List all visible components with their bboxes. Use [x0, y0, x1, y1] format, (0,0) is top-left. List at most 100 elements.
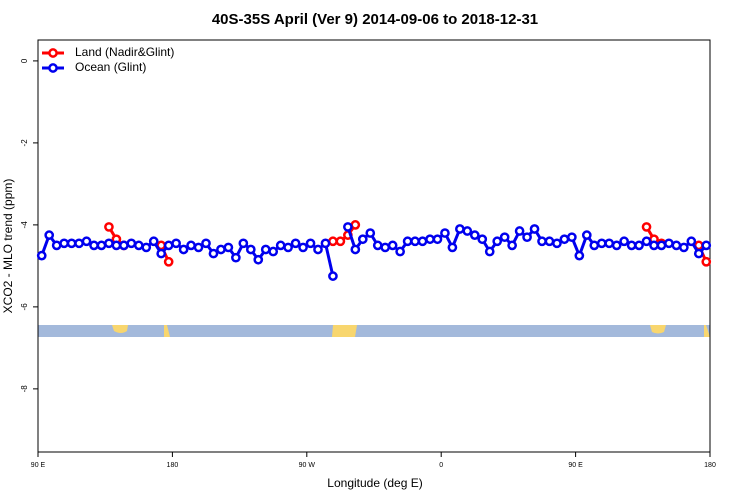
data-point [208, 248, 219, 259]
data-point [193, 242, 204, 253]
data-point [574, 250, 585, 261]
data-point [74, 238, 84, 249]
data-point [701, 240, 712, 251]
data-point [89, 240, 99, 251]
data-point [552, 238, 562, 249]
data-point [365, 228, 376, 238]
data-point [141, 242, 152, 253]
data-point [544, 236, 555, 247]
chart-title: 40S-35S April (Ver 9) 2014-09-06 to 2018… [212, 11, 538, 28]
data-point [559, 234, 570, 245]
data-point [455, 224, 465, 234]
data-point [686, 236, 697, 247]
y-tick-label: -8 [20, 385, 29, 393]
data-point [372, 240, 383, 251]
x-tick-label: 90 W [299, 462, 316, 469]
data-point [357, 234, 368, 245]
data-point [611, 240, 622, 251]
data-point [641, 236, 652, 247]
data-point [567, 232, 577, 243]
data-point [499, 232, 510, 243]
data-point [253, 254, 264, 265]
legend-label: Ocean (Glint) [75, 60, 146, 74]
y-tick-label: -2 [20, 139, 29, 147]
data-point [425, 234, 435, 245]
x-tick-label: 90 E [31, 462, 46, 469]
data-point [529, 224, 540, 234]
surface-strip [38, 325, 710, 337]
data-point [290, 238, 301, 249]
data-point [522, 232, 532, 243]
x-tick-label: 180 [704, 462, 716, 469]
data-point [104, 222, 114, 232]
data-point [104, 238, 114, 249]
data-point [81, 236, 92, 247]
x-tick-label: 0 [439, 462, 443, 469]
land-patch [164, 325, 170, 337]
legend-marker [48, 48, 58, 58]
data-point [395, 246, 405, 257]
land-patch [650, 325, 666, 334]
land-patch [704, 325, 710, 337]
data-point [417, 236, 428, 247]
data-point [260, 244, 271, 255]
data-point [671, 240, 682, 251]
data-point [469, 230, 480, 240]
data-point [119, 240, 129, 251]
data-point [410, 236, 420, 247]
data-point [305, 238, 316, 249]
data-point [51, 240, 62, 251]
data-point [59, 238, 69, 249]
data-point [328, 271, 338, 281]
data-point [133, 240, 144, 251]
data-point [484, 246, 495, 257]
data-point [507, 240, 517, 251]
x-tick-label: 180 [167, 462, 179, 469]
data-point [664, 238, 674, 249]
data-point [111, 240, 122, 251]
data-point [335, 236, 346, 247]
data-point [178, 244, 189, 255]
data-point [298, 242, 308, 253]
data-point [641, 222, 652, 232]
land-patch [332, 325, 357, 337]
data-point [126, 238, 137, 249]
data-point [537, 236, 547, 247]
ocean-strip [38, 325, 710, 337]
x-axis-label: Longitude (deg E) [327, 476, 422, 490]
data-point [343, 222, 353, 232]
data-point [231, 252, 241, 263]
data-point [679, 242, 689, 253]
data-point [245, 244, 256, 255]
data-point [634, 240, 644, 251]
data-point [402, 236, 413, 247]
data-point [604, 238, 615, 249]
data-point [156, 248, 167, 259]
data-point [216, 244, 226, 255]
data-point [656, 240, 667, 251]
data-point [432, 234, 443, 245]
data-point [320, 238, 331, 249]
land-patch [112, 325, 128, 333]
data-point [201, 238, 211, 249]
data-point [477, 234, 488, 245]
data-point [581, 230, 592, 240]
y-tick-label: -4 [20, 221, 29, 229]
data-point [350, 244, 361, 255]
data-point [387, 240, 398, 251]
data-point [283, 242, 293, 253]
data-point [223, 242, 234, 253]
x-tick-label: 90 E [568, 462, 583, 469]
legend-label: Land (Nadir&Glint) [75, 45, 174, 59]
data-point [619, 236, 629, 247]
data-point [238, 238, 249, 249]
data-point [313, 244, 323, 255]
data-point [693, 248, 704, 259]
data-point [268, 246, 279, 257]
legend-marker [48, 63, 58, 73]
data-point [44, 230, 55, 240]
data-point [275, 240, 286, 251]
data-point [148, 236, 159, 247]
data-point [626, 240, 637, 251]
y-tick-label: -6 [20, 303, 29, 311]
